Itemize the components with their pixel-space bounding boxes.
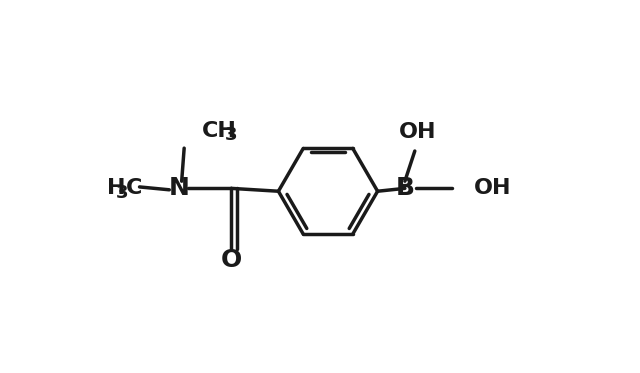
Text: OH: OH [399, 122, 436, 142]
Text: CH: CH [202, 121, 236, 141]
Text: 3: 3 [225, 126, 237, 144]
Text: C: C [126, 178, 143, 198]
Text: 3: 3 [116, 184, 129, 202]
Text: OH: OH [474, 178, 512, 198]
Text: O: O [221, 248, 242, 272]
Text: N: N [169, 176, 189, 200]
Text: H: H [108, 178, 126, 198]
Text: B: B [396, 176, 414, 200]
